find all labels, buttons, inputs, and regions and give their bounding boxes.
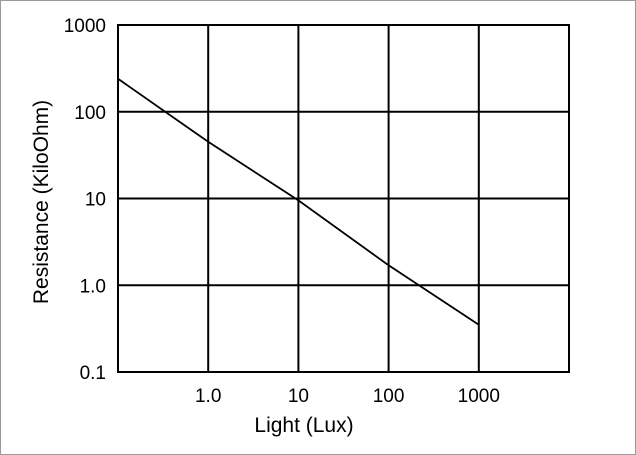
- y-tick-label: 1000: [64, 16, 106, 37]
- y-tick-label: 10: [85, 190, 106, 211]
- series-layer: [117, 78, 480, 326]
- y-tick-label: 1.0: [80, 276, 106, 297]
- y-axis-title: Resistance (KiloOhm): [30, 100, 53, 304]
- tick-label-layer: 1.0 10 100 1000 0.1 1.0 10 100 1000: [64, 16, 500, 407]
- series-line-resistance: [117, 78, 480, 326]
- x-tick-label: 1000: [458, 386, 500, 407]
- x-tick-label: 1.0: [195, 386, 221, 407]
- x-tick-label: 100: [373, 386, 405, 407]
- y-tick-label: 100: [74, 103, 106, 124]
- grid-layer: [117, 24, 570, 373]
- y-tick-label: 0.1: [80, 363, 106, 384]
- x-axis-title: Light (Lux): [254, 414, 353, 437]
- x-tick-label: 10: [288, 386, 309, 407]
